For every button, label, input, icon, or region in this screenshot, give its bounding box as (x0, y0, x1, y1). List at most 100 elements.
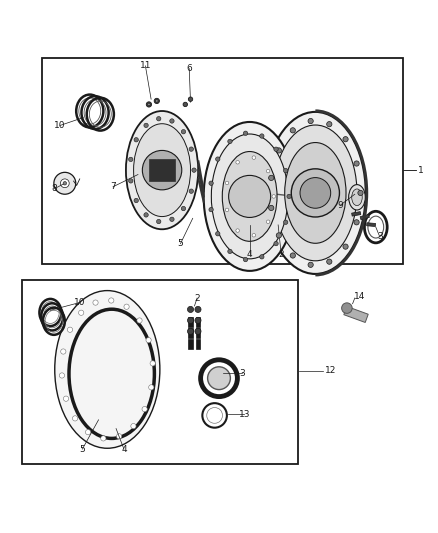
Circle shape (192, 168, 196, 172)
Ellipse shape (349, 184, 365, 210)
Circle shape (129, 157, 133, 161)
Circle shape (291, 169, 339, 217)
Circle shape (283, 168, 288, 173)
Circle shape (195, 306, 201, 312)
Circle shape (209, 181, 213, 185)
Text: 2: 2 (279, 250, 284, 259)
Circle shape (283, 220, 288, 224)
Circle shape (300, 177, 331, 208)
Circle shape (148, 103, 150, 106)
Circle shape (183, 102, 187, 107)
Circle shape (187, 328, 194, 334)
Circle shape (276, 148, 282, 153)
Circle shape (54, 172, 76, 194)
Ellipse shape (126, 111, 198, 229)
Circle shape (170, 119, 174, 123)
Circle shape (274, 241, 278, 246)
Circle shape (266, 220, 270, 223)
Bar (196, 328, 200, 338)
Circle shape (148, 385, 154, 390)
Circle shape (144, 123, 148, 127)
Bar (188, 339, 193, 349)
Circle shape (181, 206, 186, 211)
Circle shape (260, 255, 264, 259)
Circle shape (260, 134, 264, 138)
Circle shape (308, 262, 313, 268)
Circle shape (146, 102, 152, 107)
Circle shape (93, 300, 98, 305)
Text: 9: 9 (337, 201, 343, 209)
Ellipse shape (352, 189, 362, 206)
Circle shape (268, 205, 274, 211)
Circle shape (225, 181, 229, 185)
Text: 5: 5 (79, 445, 85, 454)
Circle shape (268, 175, 274, 181)
Circle shape (236, 229, 239, 232)
Circle shape (266, 169, 270, 173)
Circle shape (189, 147, 194, 151)
Circle shape (154, 98, 159, 103)
Circle shape (134, 138, 138, 142)
Text: 11: 11 (140, 61, 151, 70)
Text: 12: 12 (325, 366, 336, 375)
Circle shape (228, 139, 232, 143)
Circle shape (244, 131, 248, 135)
Circle shape (228, 249, 232, 254)
Circle shape (327, 122, 332, 127)
Circle shape (78, 310, 84, 316)
Circle shape (155, 100, 158, 102)
Circle shape (188, 97, 193, 101)
Bar (344, 306, 368, 322)
Circle shape (354, 220, 359, 225)
Circle shape (252, 156, 256, 159)
Bar (188, 328, 193, 338)
Circle shape (181, 130, 186, 134)
Circle shape (208, 367, 230, 390)
Ellipse shape (222, 151, 277, 241)
Bar (188, 317, 193, 327)
Circle shape (327, 259, 332, 264)
Circle shape (60, 179, 69, 188)
Text: 4: 4 (247, 250, 252, 259)
Circle shape (287, 194, 291, 199)
Text: 13: 13 (239, 409, 250, 418)
Circle shape (72, 416, 78, 421)
Circle shape (209, 207, 213, 212)
Text: 2: 2 (194, 294, 200, 303)
Bar (352, 212, 361, 216)
Bar (367, 223, 376, 227)
Circle shape (343, 244, 348, 249)
Circle shape (61, 349, 66, 354)
Circle shape (124, 304, 129, 309)
Circle shape (187, 306, 194, 312)
Bar (42, 59, 403, 264)
Circle shape (342, 303, 352, 313)
Circle shape (343, 136, 348, 142)
Circle shape (358, 190, 363, 196)
Circle shape (195, 328, 201, 334)
Circle shape (215, 231, 220, 236)
Text: 8: 8 (52, 184, 58, 193)
Text: 6: 6 (186, 64, 192, 73)
Circle shape (67, 327, 73, 333)
Circle shape (63, 182, 67, 185)
Circle shape (252, 233, 256, 237)
Circle shape (215, 157, 220, 161)
Circle shape (170, 217, 174, 222)
Circle shape (290, 128, 295, 133)
Bar (360, 214, 369, 220)
Text: 7: 7 (110, 182, 116, 191)
Text: 5: 5 (177, 239, 184, 248)
Bar (149, 159, 175, 181)
Circle shape (308, 118, 313, 124)
Circle shape (144, 213, 148, 217)
Circle shape (276, 233, 282, 238)
Ellipse shape (265, 112, 366, 274)
Ellipse shape (285, 142, 346, 243)
Circle shape (131, 424, 136, 429)
Circle shape (274, 147, 278, 151)
Circle shape (244, 257, 248, 262)
Ellipse shape (211, 134, 288, 259)
Text: 10: 10 (54, 121, 66, 130)
Circle shape (109, 298, 114, 303)
